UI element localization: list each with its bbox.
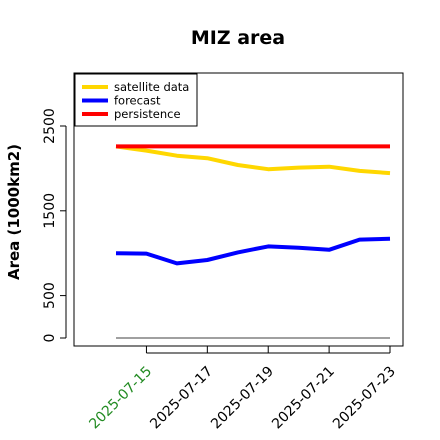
chart-title: MIZ area (191, 27, 285, 49)
y-axis-label: Area (1000km2) (5, 144, 23, 280)
y-tick-label: 0 (42, 334, 58, 343)
legend-label-satellite-data: satellite data (114, 80, 189, 94)
y-tick-label: 500 (42, 282, 58, 309)
series-layer (115, 144, 391, 266)
y-tick-label: 2500 (42, 108, 58, 144)
legend-label-persistence: persistence (114, 107, 181, 121)
y-axis: 0 500 1500 2500 (42, 108, 67, 343)
legend-label-forecast: forecast (114, 94, 161, 108)
series-line-satellite-data (115, 144, 391, 176)
series-line-forecast (115, 236, 391, 266)
y-tick-label: 1500 (42, 193, 58, 229)
plot-frame (73, 72, 404, 347)
